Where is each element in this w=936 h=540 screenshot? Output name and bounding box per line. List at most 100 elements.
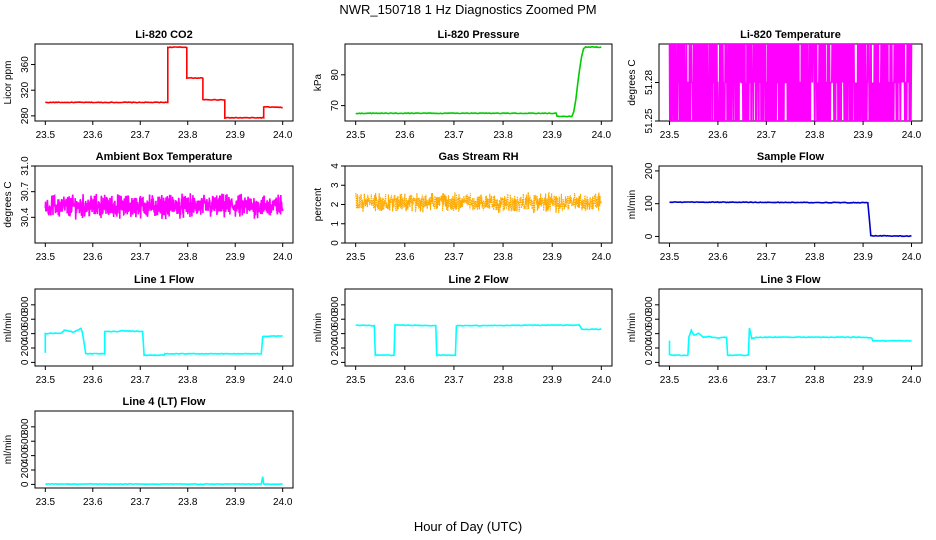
panel-title: Ambient Box Temperature <box>96 151 233 163</box>
x-tick-label: 24.0 <box>273 252 293 263</box>
y-tick-label: 600 <box>20 310 31 327</box>
x-tick-label: 24.0 <box>592 130 612 141</box>
y-axis-label: degrees C <box>627 59 638 105</box>
x-tick-label: 23.5 <box>660 130 680 141</box>
x-tick-label: 23.9 <box>542 375 562 386</box>
series-line <box>668 44 913 121</box>
y-axis-label: ml/min <box>313 313 324 342</box>
series-line <box>45 46 283 119</box>
x-tick-label: 23.5 <box>36 497 56 508</box>
chart-panel-5: Gas Stream RH 23.5 23.6 23.7 23.8 23.9 24.0 0 1 2… <box>313 151 613 263</box>
y-tick-label: 51.28 <box>644 70 655 95</box>
y-tick-label: 800 <box>20 296 31 313</box>
plot-frame <box>344 43 613 122</box>
y-tick-label: 0 <box>20 481 31 487</box>
x-tick-label: 23.8 <box>493 130 513 141</box>
x-tick-label: 24.0 <box>273 130 293 141</box>
x-tick-label: 24.0 <box>592 375 612 386</box>
y-axis-label: kPa <box>313 73 324 91</box>
y-tick-label: 0 <box>644 233 655 239</box>
y-tick-label: 400 <box>20 325 31 342</box>
x-tick-label: 23.9 <box>542 252 562 263</box>
y-tick-label: 280 <box>20 107 31 124</box>
x-tick-label: 23.5 <box>346 375 366 386</box>
x-tick-label: 23.5 <box>660 252 680 263</box>
x-tick-label: 23.7 <box>131 130 151 141</box>
x-tick-label: 23.7 <box>444 252 464 263</box>
y-tick-label: 800 <box>644 296 655 313</box>
chart-panel-7: Line 1 Flow 23.5 23.6 23.7 23.8 23.9 24.0 0 2004… <box>3 274 294 386</box>
y-tick-label: 200 <box>20 339 31 356</box>
x-tick-label: 23.6 <box>83 252 103 263</box>
series-line <box>355 191 602 214</box>
x-tick-label: 23.5 <box>36 130 56 141</box>
y-tick-label: 600 <box>20 432 31 449</box>
y-tick-label: 400 <box>330 325 341 342</box>
x-tick-label: 23.9 <box>853 375 873 386</box>
x-tick-label: 23.7 <box>131 252 151 263</box>
y-tick-label: 320 <box>20 81 31 98</box>
x-tick-label: 23.9 <box>853 130 873 141</box>
x-tick-label: 23.6 <box>395 252 415 263</box>
panel-title: Line 2 Flow <box>449 274 509 286</box>
plot-frame <box>658 165 923 244</box>
x-tick-label: 23.6 <box>395 375 415 386</box>
y-tick-label: 0 <box>644 359 655 365</box>
y-tick-label: 80 <box>330 69 341 81</box>
plot-frame <box>34 288 294 367</box>
x-tick-label: 24.0 <box>273 375 293 386</box>
x-tick-label: 23.6 <box>395 130 415 141</box>
x-tick-label: 23.6 <box>708 375 728 386</box>
x-tick-label: 23.8 <box>805 252 825 263</box>
x-tick-label: 23.5 <box>660 375 680 386</box>
x-tick-label: 23.7 <box>444 130 464 141</box>
y-tick-label: 600 <box>330 310 341 327</box>
x-tick-label: 23.9 <box>542 130 562 141</box>
y-tick-label: 600 <box>644 310 655 327</box>
chart-panel-3: Li-820 Temperature 23.5 23.6 23.7 23.8 23.9 24… <box>627 29 923 141</box>
x-tick-label: 23.9 <box>853 252 873 263</box>
figure-x-axis-label: Hour of Day (UTC) <box>414 519 522 534</box>
x-tick-label: 23.6 <box>83 497 103 508</box>
y-tick-label: 200 <box>330 339 341 356</box>
x-tick-label: 23.8 <box>493 252 513 263</box>
y-tick-label: 51.25 <box>644 108 655 133</box>
x-tick-label: 23.6 <box>83 375 103 386</box>
panel-title: Line 1 Flow <box>134 274 194 286</box>
y-tick-label: 200 <box>20 461 31 478</box>
x-tick-label: 23.9 <box>225 497 245 508</box>
y-tick-label: 0 <box>330 359 341 365</box>
x-tick-label: 24.0 <box>902 375 922 386</box>
x-tick-label: 23.9 <box>225 375 245 386</box>
y-tick-label: 1 <box>330 221 341 227</box>
x-tick-label: 23.8 <box>178 497 198 508</box>
x-tick-label: 23.7 <box>131 497 151 508</box>
x-tick-label: 23.5 <box>36 375 56 386</box>
chart-panel-4: Ambient Box Temperature 23.5 23.6 23.7 23.8 2… <box>3 151 294 263</box>
panel-title: Li-820 Pressure <box>438 29 520 41</box>
series-line <box>669 201 912 238</box>
x-tick-label: 23.9 <box>225 252 245 263</box>
x-tick-label: 24.0 <box>592 252 612 263</box>
y-axis-label: ml/min <box>627 313 638 342</box>
x-tick-label: 24.0 <box>902 130 922 141</box>
y-tick-label: 4 <box>330 163 341 169</box>
chart-panel-2: Li-820 Pressure 23.5 23.6 23.7 23.8 23.9 24.0 7… <box>313 29 613 141</box>
y-axis-label: Licor ppm <box>3 61 14 105</box>
x-tick-label: 23.8 <box>493 375 513 386</box>
series-line <box>44 193 284 220</box>
chart-panel-8: Line 2 Flow 23.5 23.6 23.7 23.8 23.9 24.0 0 2004… <box>313 274 613 386</box>
chart-panel-1: Li-820 CO2 23.5 23.6 23.7 23.8 23.9 24.0 280 320… <box>3 29 294 141</box>
x-tick-label: 23.6 <box>708 252 728 263</box>
y-tick-label: 31.0 <box>20 156 31 176</box>
x-tick-label: 23.6 <box>708 130 728 141</box>
plot-frame <box>34 43 294 122</box>
y-tick-label: 3 <box>330 182 341 188</box>
x-tick-label: 23.9 <box>225 130 245 141</box>
panel-title: Line 4 (LT) Flow <box>123 396 206 408</box>
y-tick-label: 360 <box>20 56 31 73</box>
y-tick-label: 30.7 <box>20 181 31 201</box>
y-axis-label: ml/min <box>627 190 638 219</box>
panel-title: Sample Flow <box>757 151 825 163</box>
